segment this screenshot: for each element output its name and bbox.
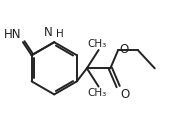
Text: HN: HN [4,28,22,41]
Text: H: H [56,29,64,39]
Text: O: O [120,43,129,56]
Text: O: O [120,88,129,101]
Text: N: N [44,26,53,39]
Text: CH₃: CH₃ [88,88,107,98]
Text: CH₃: CH₃ [88,39,107,49]
